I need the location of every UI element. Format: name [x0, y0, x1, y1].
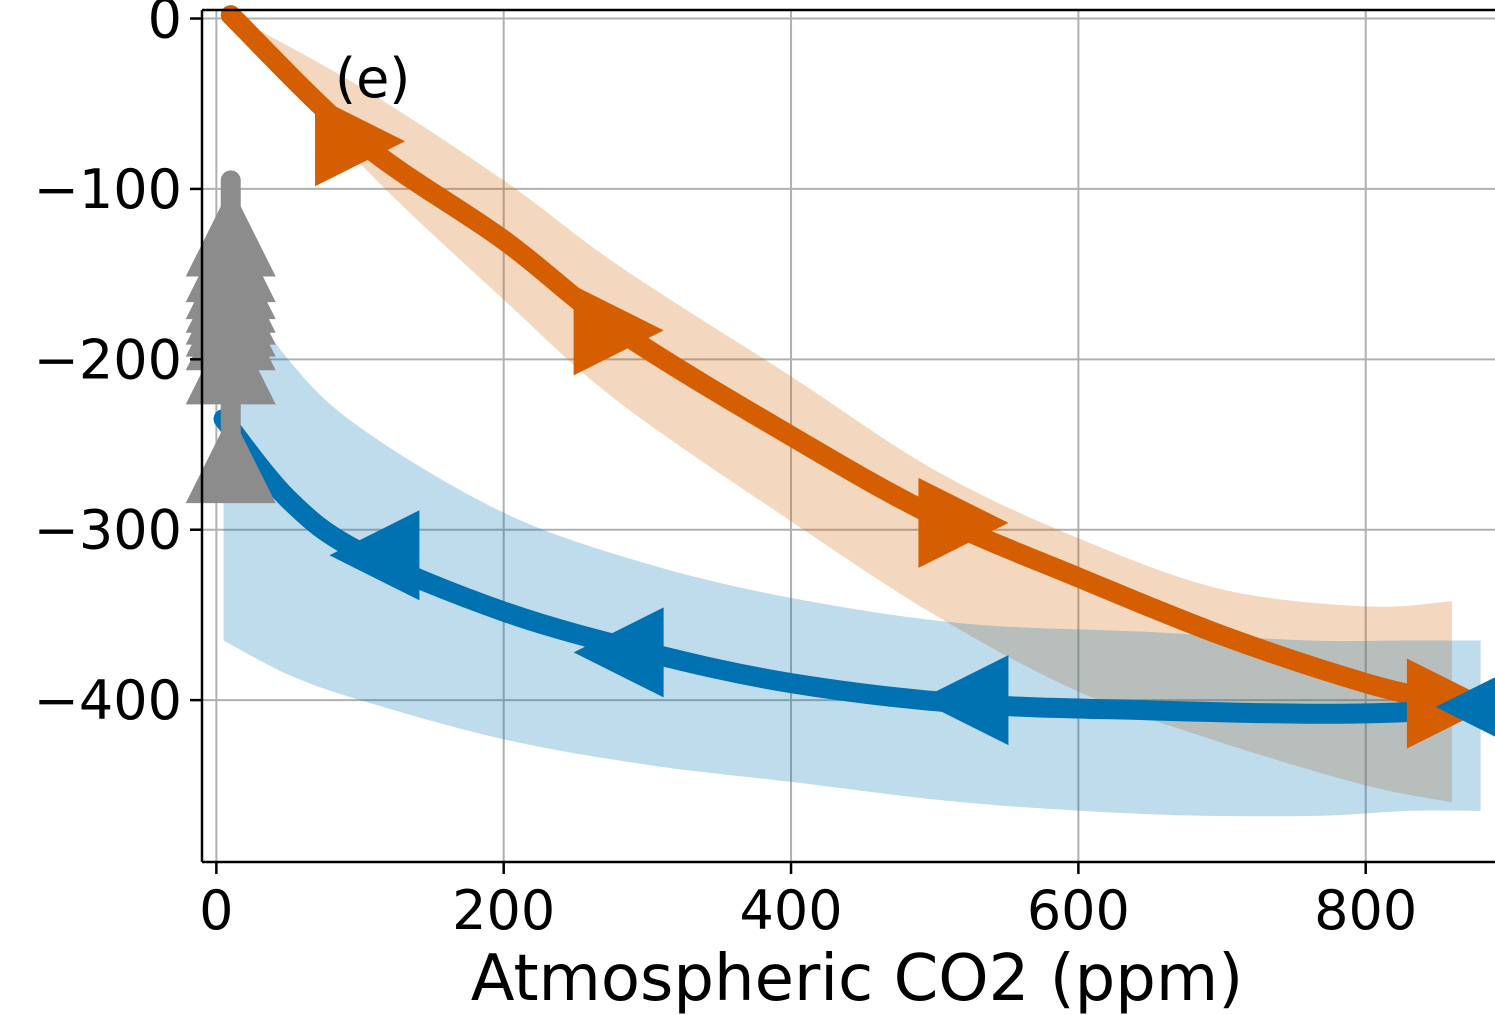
marker-2-4	[1435, 677, 1495, 737]
axes	[190, 8, 1495, 874]
y-tick-label: −300	[34, 499, 182, 562]
x-tick-label: 800	[1314, 879, 1417, 942]
x-tick-labels: 0 200 400 600 800	[199, 879, 1417, 942]
marker-1-1	[315, 96, 406, 187]
series-markers	[185, 96, 1495, 749]
y-tick-label: −400	[34, 669, 182, 732]
x-tick-label: 400	[739, 879, 842, 942]
marker-2-3	[918, 655, 1009, 746]
x-tick-label: 600	[1027, 879, 1130, 942]
marker-1-3	[918, 477, 1009, 568]
y-tick-labels: 0 −100 −200 −300 −400	[34, 0, 182, 732]
marker-2-1	[329, 510, 420, 601]
x-tick-label: 0	[199, 879, 233, 942]
y-tick-label: −200	[34, 328, 182, 391]
series-line-1	[220, 5, 1462, 714]
y-tick-label: 0	[148, 0, 182, 51]
marker-3-8	[185, 314, 276, 405]
x-tick-label: 200	[452, 879, 555, 942]
x-axis-label: Atmospheric CO2 (ppm)	[471, 942, 1243, 1015]
marker-1-2	[573, 285, 664, 376]
marker-2-2	[573, 607, 664, 698]
marker-3-9	[185, 413, 276, 504]
panel-label: (e)	[335, 47, 410, 110]
y-tick-label: −100	[34, 158, 182, 221]
uncertainty-band-2	[223, 265, 1481, 817]
